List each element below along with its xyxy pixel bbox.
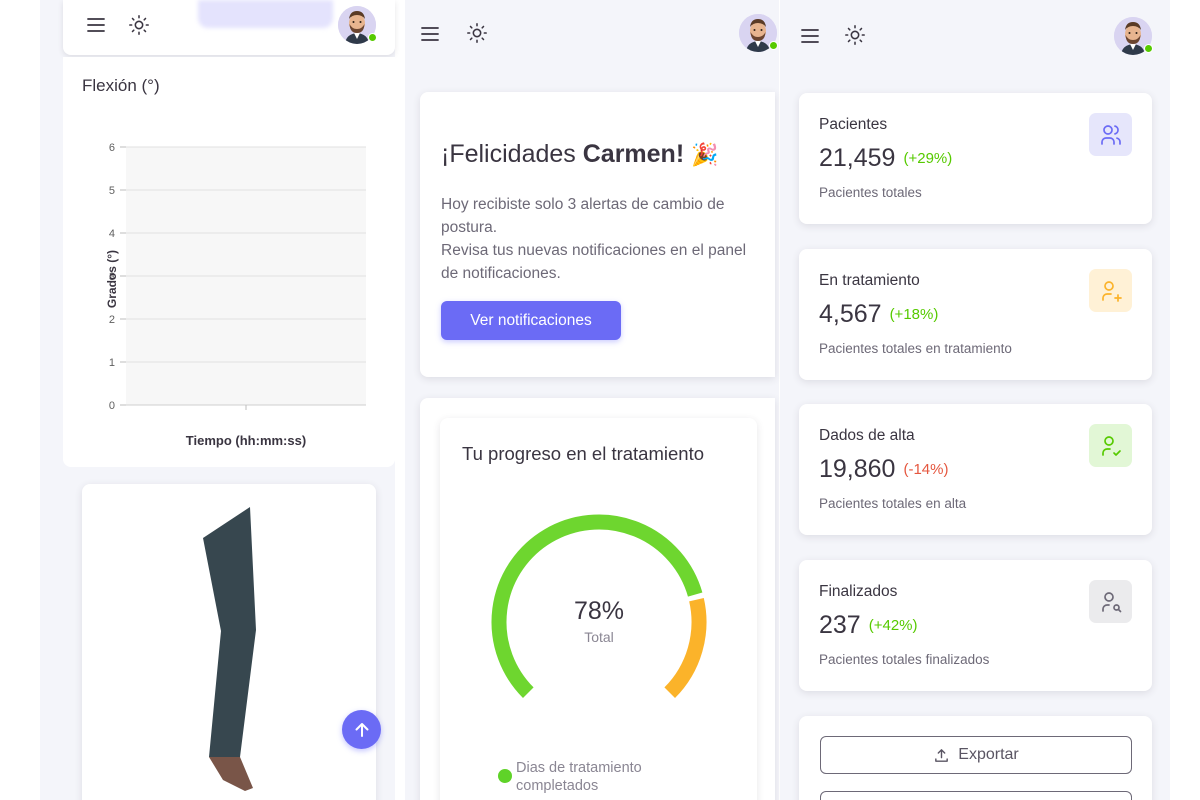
flexion-y-tick-label: 6 <box>109 142 115 154</box>
secondary-action-button[interactable] <box>820 791 1132 800</box>
congrats-message-line1: Hoy recibiste solo 3 alertas de cambio d… <box>441 196 725 236</box>
flexion-chart: 0 1 2 3 4 5 6 <box>109 142 366 412</box>
stat-caption: Pacientes totales finalizados <box>819 652 990 667</box>
stat-change: (+18%) <box>889 306 939 323</box>
stat-number: 237 <box>819 611 861 639</box>
user-search-icon <box>1089 580 1132 623</box>
theme-toggle-icon[interactable] <box>464 20 490 46</box>
user-avatar[interactable] <box>338 6 377 44</box>
theme-toggle-icon[interactable] <box>126 12 152 38</box>
export-button[interactable]: Exportar <box>820 736 1132 774</box>
stat-value: 4,567 (+18%) <box>819 300 938 329</box>
flexion-y-tick-label: 5 <box>109 185 115 197</box>
congrats-message: Hoy recibiste solo 3 alertas de cambio d… <box>441 193 761 285</box>
stat-number: 19,860 <box>819 455 896 483</box>
stat-label: Pacientes <box>819 116 888 133</box>
stat-change: (-14%) <box>903 461 949 478</box>
congrats-message-line2: Revisa tus nuevas notificaciones en el p… <box>441 242 747 282</box>
congrats-prefix: ¡Felicidades <box>441 140 583 168</box>
progress-title: Tu progreso en el tratamiento <box>462 443 704 464</box>
flexion-y-tick-label: 0 <box>109 400 115 412</box>
scroll-to-top-button[interactable] <box>342 710 381 749</box>
stat-card-discharged: Dados de alta 19,860 (-14%) Pacientes tot… <box>799 404 1152 535</box>
stat-card-in-treatment: En tratamiento 4,567 (+18%) Pacientes tot… <box>799 249 1152 380</box>
stat-label: Finalizados <box>819 583 898 600</box>
flexion-y-tick-label: 4 <box>109 228 115 240</box>
upload-icon <box>935 748 949 762</box>
search-bar-blurred[interactable] <box>198 0 333 28</box>
progress-legend: Dias de tratamiento completados <box>516 760 642 794</box>
view-notifications-button[interactable]: Ver notificaciones <box>441 301 621 340</box>
user-plus-icon <box>1089 269 1132 312</box>
progress-caption: Total <box>584 629 614 645</box>
flexion-y-tick-label: 2 <box>109 314 115 326</box>
stat-change: (+29%) <box>903 150 953 167</box>
user-avatar[interactable] <box>1114 17 1153 55</box>
export-label: Exportar <box>958 746 1019 763</box>
stat-value: 237 (+42%) <box>819 611 918 640</box>
users-icon <box>1089 113 1132 156</box>
stat-number: 21,459 <box>819 144 896 172</box>
stat-card-patients: Pacientes 21,459 (+29%) Pacientes totales <box>799 93 1152 224</box>
flexion-y-tick-label: 3 <box>109 271 115 283</box>
flexion-y-tick-label: 1 <box>109 357 115 369</box>
stat-number: 4,567 <box>819 300 882 328</box>
stat-card-finished: Finalizados 237 (+42%) Pacientes totales … <box>799 560 1152 691</box>
user-avatar[interactable] <box>739 14 778 52</box>
stat-label: En tratamiento <box>819 272 920 289</box>
legend-dot-completed <box>498 769 512 783</box>
stat-caption: Pacientes totales en tratamiento <box>819 341 1012 356</box>
gauge-arc-completed <box>491 514 703 699</box>
stat-caption: Pacientes totales <box>819 185 922 200</box>
stat-value: 19,860 (-14%) <box>819 455 948 484</box>
party-icon: 🎉 <box>691 142 719 167</box>
online-status-dot <box>1144 44 1153 53</box>
online-status-dot <box>769 41 778 50</box>
online-status-dot <box>368 33 377 42</box>
progress-value: 78% <box>573 597 625 625</box>
stat-caption: Pacientes totales en alta <box>819 496 967 511</box>
flexion-chart-title: Flexión (°) <box>82 76 160 95</box>
congrats-title: ¡Felicidades Carmen! 🎉 <box>441 140 719 169</box>
left-topbar <box>63 0 395 55</box>
menu-icon[interactable] <box>417 21 443 47</box>
flexion-y-axis-label: Grados (°) <box>105 249 119 309</box>
arrow-up-icon <box>355 722 368 737</box>
user-check-icon <box>1089 424 1132 467</box>
page-gutter <box>0 0 40 800</box>
menu-icon[interactable] <box>797 23 823 49</box>
flexion-x-axis-label: Tiempo (hh:mm:ss) <box>185 433 307 448</box>
theme-toggle-icon[interactable] <box>842 22 868 48</box>
menu-icon[interactable] <box>83 12 109 38</box>
leg-model-figure <box>203 507 256 791</box>
stat-change: (+42%) <box>868 617 918 634</box>
gauge-arc-remaining <box>664 598 707 699</box>
progress-gauge <box>491 514 707 699</box>
stat-value: 21,459 (+29%) <box>819 144 952 173</box>
congrats-name: Carmen! <box>582 140 685 168</box>
stat-label: Dados de alta <box>819 427 915 444</box>
